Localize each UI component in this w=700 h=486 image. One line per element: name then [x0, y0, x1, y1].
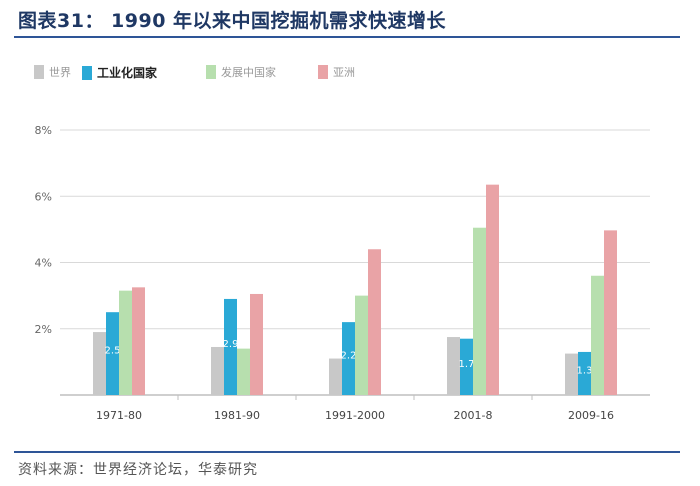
y-tick-label-2: 6%	[35, 190, 52, 203]
bar-1-4	[578, 351, 591, 395]
bar-1-3	[460, 338, 473, 395]
legend-item-world: 世界	[34, 64, 71, 80]
source-rule	[14, 451, 680, 453]
bar-2-2	[355, 295, 368, 395]
x-tick-label-3: 2001-8	[454, 409, 493, 422]
bar-0-3	[447, 337, 460, 395]
x-tick-label-0: 1971-80	[96, 409, 142, 422]
title-rule	[14, 36, 680, 38]
bar-2-1	[237, 348, 250, 395]
legend-swatch-asia	[318, 65, 328, 79]
x-tick-label-4: 2009-16	[568, 409, 614, 422]
x-tick-label-1: 1981-90	[214, 409, 260, 422]
source-note: 资料来源：世界经济论坛，华泰研究	[18, 462, 258, 478]
data-label-4: 1.3	[577, 365, 593, 376]
legend-label-asia: 亚洲	[333, 66, 355, 79]
legend-label-industrialized: 工业化国家	[97, 66, 158, 80]
data-label-3: 1.7	[459, 359, 475, 370]
data-label-0: 2.5	[105, 346, 121, 357]
bar-2-0	[119, 290, 132, 395]
legend-item-asia: 亚洲	[318, 64, 355, 80]
bar-3-2	[368, 249, 381, 395]
legend-item-industrialized: 工业化国家	[82, 64, 157, 81]
chart-title: 图表31： 1990 年以来中国挖掘机需求快速增长	[18, 10, 447, 32]
legend-swatch-world	[34, 65, 44, 79]
legend-swatch-developing	[206, 65, 216, 79]
data-label-2: 2.2	[341, 351, 357, 362]
bar-0-1	[211, 346, 224, 395]
bar-0-4	[565, 353, 578, 395]
bar-3-3	[486, 184, 499, 395]
bar-3-4	[604, 230, 617, 395]
bar-0-0	[93, 332, 106, 395]
bar-1-2	[342, 322, 355, 395]
y-tick-label-3: 8%	[35, 124, 52, 137]
x-tick-label-2: 1991-2000	[325, 409, 385, 422]
bar-1-0	[106, 312, 119, 395]
legend-label-developing: 发展中国家	[221, 66, 276, 79]
bar-3-0	[132, 287, 145, 395]
data-label-1: 2.9	[223, 339, 239, 350]
bar-2-3	[473, 227, 486, 395]
bar-1-1	[224, 298, 237, 395]
bar-3-1	[250, 293, 263, 395]
y-tick-label-1: 4%	[35, 257, 52, 270]
legend-swatch-industrialized	[82, 65, 92, 80]
legend-item-developing: 发展中国家	[206, 64, 276, 80]
bar-0-2	[329, 358, 342, 395]
bar-2-4	[591, 275, 604, 395]
legend-label-world: 世界	[49, 66, 71, 79]
legend: 世界 工业化国家 发展中国家 亚洲	[0, 62, 700, 84]
y-tick-label-0: 2%	[35, 323, 52, 336]
